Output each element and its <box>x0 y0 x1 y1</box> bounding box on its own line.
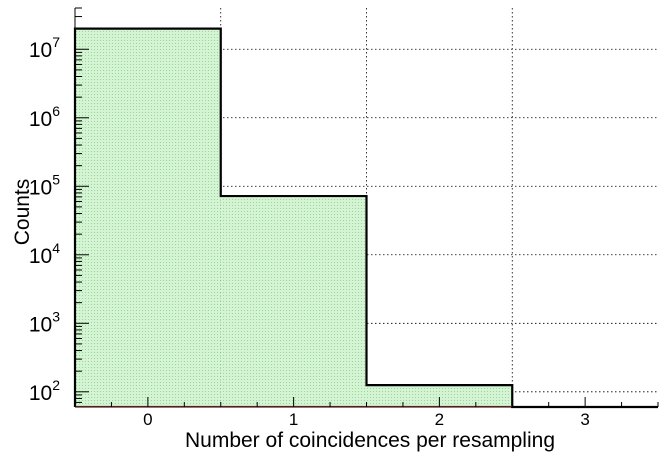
y-tick-labels: 102 103 104 105 106 107 <box>29 34 60 405</box>
y-tick-label: 104 <box>29 240 60 268</box>
y-tick-label: 103 <box>29 308 60 336</box>
histogram-bar <box>220 196 367 407</box>
histogram-bar <box>75 28 221 407</box>
y-tick-label: 107 <box>29 34 60 62</box>
y-tick-label: 105 <box>29 171 60 199</box>
x-tick-labels: 0 1 2 3 <box>143 410 590 429</box>
bars-layer <box>73 27 658 409</box>
y-axis-title: Counts <box>11 179 34 246</box>
histogram-outline <box>73 27 658 409</box>
x-tick-label: 1 <box>289 410 298 429</box>
x-tick-label: 0 <box>143 410 152 429</box>
y-tick-label: 106 <box>29 103 60 131</box>
x-tick-label: 3 <box>580 410 589 429</box>
axis-layer <box>74 7 659 408</box>
histogram-bar <box>366 385 513 407</box>
x-axis-title: Number of coincidences per resampling <box>185 429 555 452</box>
y-tick-label: 102 <box>29 377 60 405</box>
x-tick-label: 2 <box>435 410 444 429</box>
